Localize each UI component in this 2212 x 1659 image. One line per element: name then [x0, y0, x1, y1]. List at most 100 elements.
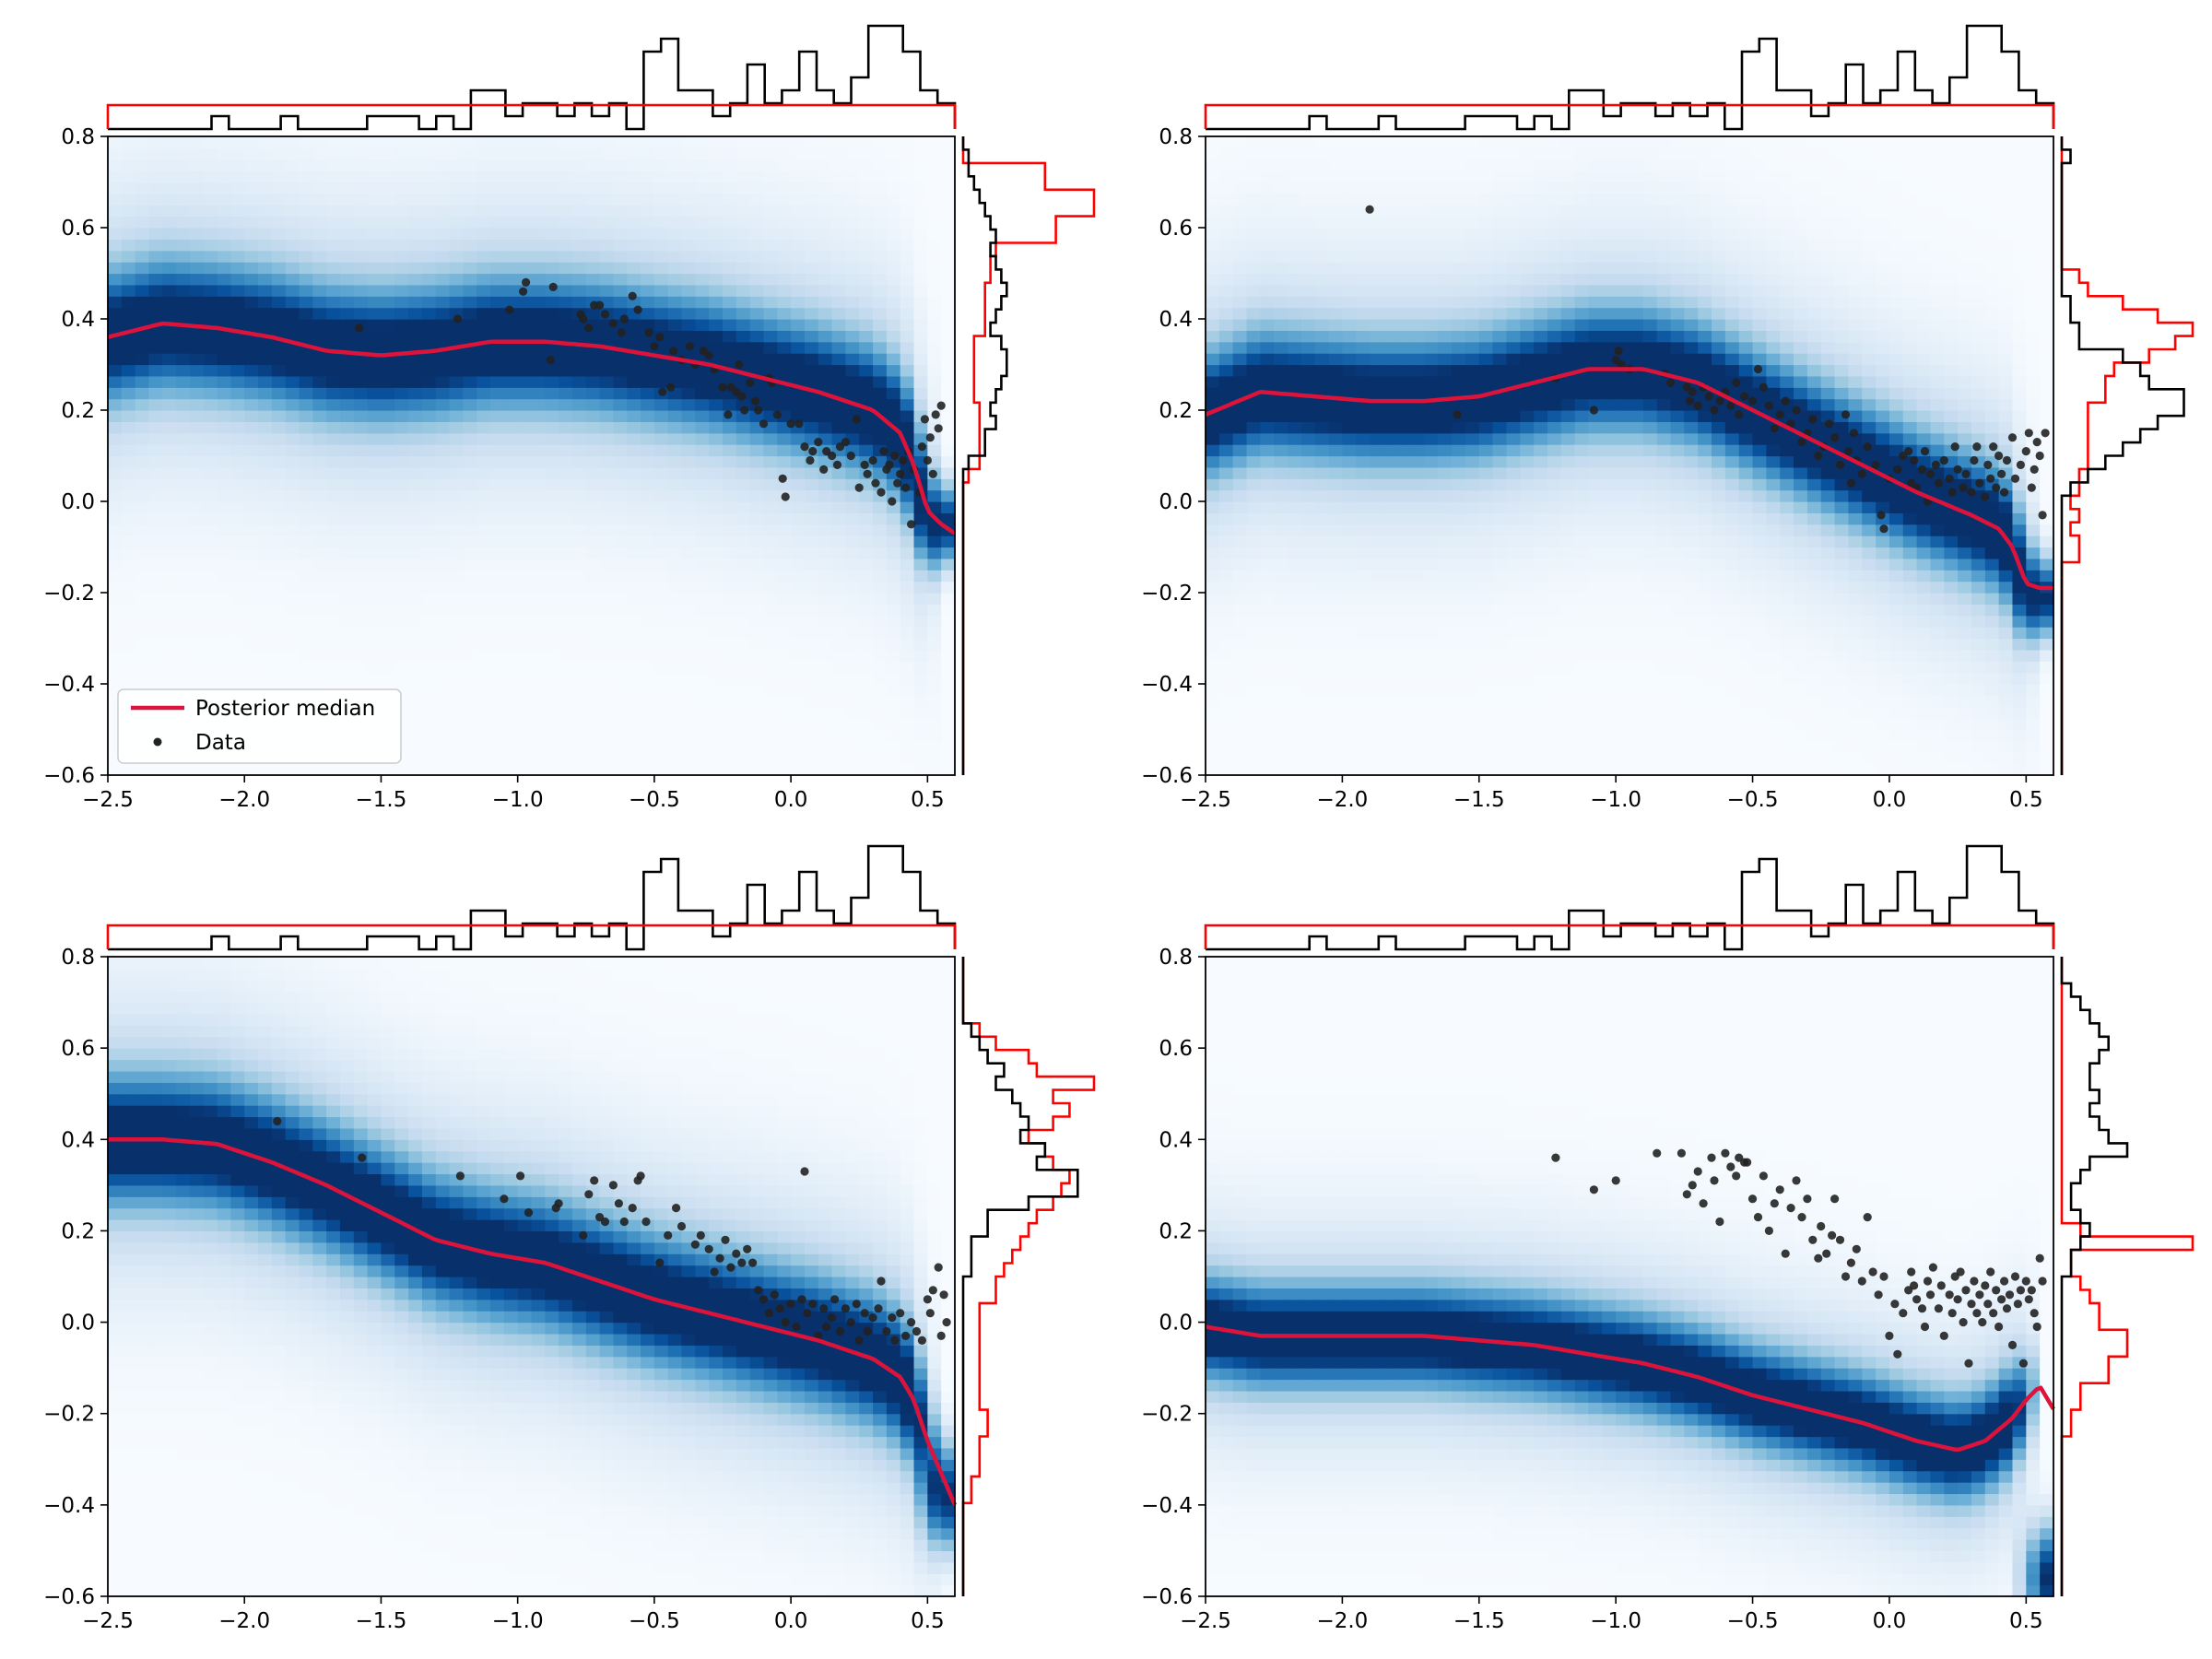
heatmap-cell [1370, 387, 1384, 400]
heatmap-cell [490, 364, 505, 377]
heatmap-cell [258, 558, 273, 571]
heatmap-cell [1492, 284, 1508, 297]
heatmap-cell [531, 649, 546, 662]
heatmap-cell [1520, 273, 1535, 286]
heatmap-cell [1438, 296, 1453, 309]
heatmap-cell [941, 387, 956, 400]
heatmap-cell [735, 455, 751, 468]
heatmap-cell [1300, 524, 1316, 536]
heatmap-cell [735, 159, 751, 171]
heatmap-cell [1206, 193, 1220, 206]
heatmap-cell [1534, 444, 1548, 457]
heatmap-cell [244, 228, 259, 240]
heatmap-cell [709, 262, 724, 275]
heatmap-cell [585, 136, 601, 148]
heatmap-cell [818, 147, 833, 160]
heatmap-cell [1478, 159, 1494, 171]
heatmap-cell [299, 455, 313, 468]
heatmap-cell [1506, 535, 1521, 548]
heatmap-cell [449, 136, 464, 148]
heatmap-cell [503, 147, 519, 160]
heatmap-cell [886, 718, 901, 731]
heatmap-cell [1356, 524, 1371, 536]
heatmap-cell [1410, 763, 1426, 776]
heatmap-cell [1465, 296, 1480, 309]
heatmap-cell [326, 763, 341, 776]
heatmap-cell [1328, 421, 1343, 434]
heatmap-cell [531, 353, 546, 366]
heatmap-cell [723, 136, 737, 148]
heatmap-cell [1232, 489, 1248, 502]
heatmap-cell [517, 570, 533, 582]
heatmap-cell [381, 478, 395, 491]
heatmap-cell [831, 649, 847, 662]
heatmap-cell [545, 171, 559, 183]
heatmap-cell [845, 729, 860, 742]
heatmap-cell [913, 512, 928, 525]
heatmap-cell [695, 364, 710, 377]
heatmap-cell [1506, 501, 1521, 513]
heatmap-cell [1260, 319, 1275, 331]
heatmap-cell [531, 444, 546, 457]
heatmap-cell [1506, 284, 1521, 297]
heatmap-cell [217, 216, 231, 229]
heatmap-cell [244, 147, 259, 160]
heatmap-cell [831, 501, 847, 513]
heatmap-cell [299, 649, 313, 662]
heatmap-cell [271, 501, 287, 513]
heatmap-cell [449, 627, 464, 640]
heatmap-cell [545, 558, 559, 571]
heatmap-cell [1274, 353, 1288, 366]
heatmap-cell [1424, 547, 1439, 559]
heatmap-cell [449, 159, 464, 171]
heatmap-cell [709, 615, 724, 628]
heatmap-cell [531, 307, 546, 320]
heatmap-cell [709, 228, 724, 240]
heatmap-cell [189, 159, 205, 171]
heatmap-cell [463, 136, 477, 148]
heatmap-cell [941, 684, 956, 696]
heatmap-cell [900, 330, 915, 343]
heatmap-cell [709, 570, 724, 582]
heatmap-cell [1370, 729, 1384, 742]
heatmap-cell [1328, 558, 1343, 571]
heatmap-cell [1260, 375, 1275, 388]
heatmap-cell [531, 706, 546, 719]
heatmap-cell [230, 216, 245, 229]
data-point [704, 351, 713, 360]
heatmap-cell [667, 763, 683, 776]
heatmap-cell [189, 330, 205, 343]
heatmap-cell [1492, 216, 1508, 229]
heatmap-cell [421, 615, 437, 628]
heatmap-cell [230, 638, 245, 651]
x-axis: −2.5 −2.0 −1.5 −1.0 −0.5 0.0 0.5 [82, 775, 945, 812]
heatmap-cell [217, 171, 231, 183]
heatmap-cell [873, 136, 888, 148]
heatmap-cell [695, 649, 710, 662]
heatmap-cell [804, 593, 819, 605]
heatmap-cell [1382, 147, 1398, 160]
heatmap-cell [1424, 581, 1439, 594]
heatmap-cell [203, 466, 218, 479]
heatmap-cell [176, 262, 191, 275]
heatmap-cell [1396, 432, 1412, 445]
heatmap-cell [1274, 228, 1288, 240]
heatmap-cell [763, 661, 778, 674]
heatmap-cell [818, 535, 833, 548]
heatmap-cell [217, 627, 231, 640]
heatmap-cell [189, 466, 205, 479]
heatmap-cell [1370, 718, 1384, 731]
heatmap-cell [1492, 752, 1508, 765]
heatmap-cell [653, 466, 669, 479]
heatmap-cell [1232, 466, 1248, 479]
heatmap-cell [477, 421, 491, 434]
heatmap-cell [203, 593, 218, 605]
heatmap-cell [585, 182, 601, 194]
heatmap-cell [1506, 672, 1521, 685]
heatmap-cell [559, 501, 573, 513]
heatmap-cell [873, 262, 888, 275]
heatmap-cell [845, 341, 860, 354]
heatmap-cell [681, 752, 696, 765]
heatmap-cell [1328, 593, 1343, 605]
heatmap-cell [408, 147, 423, 160]
